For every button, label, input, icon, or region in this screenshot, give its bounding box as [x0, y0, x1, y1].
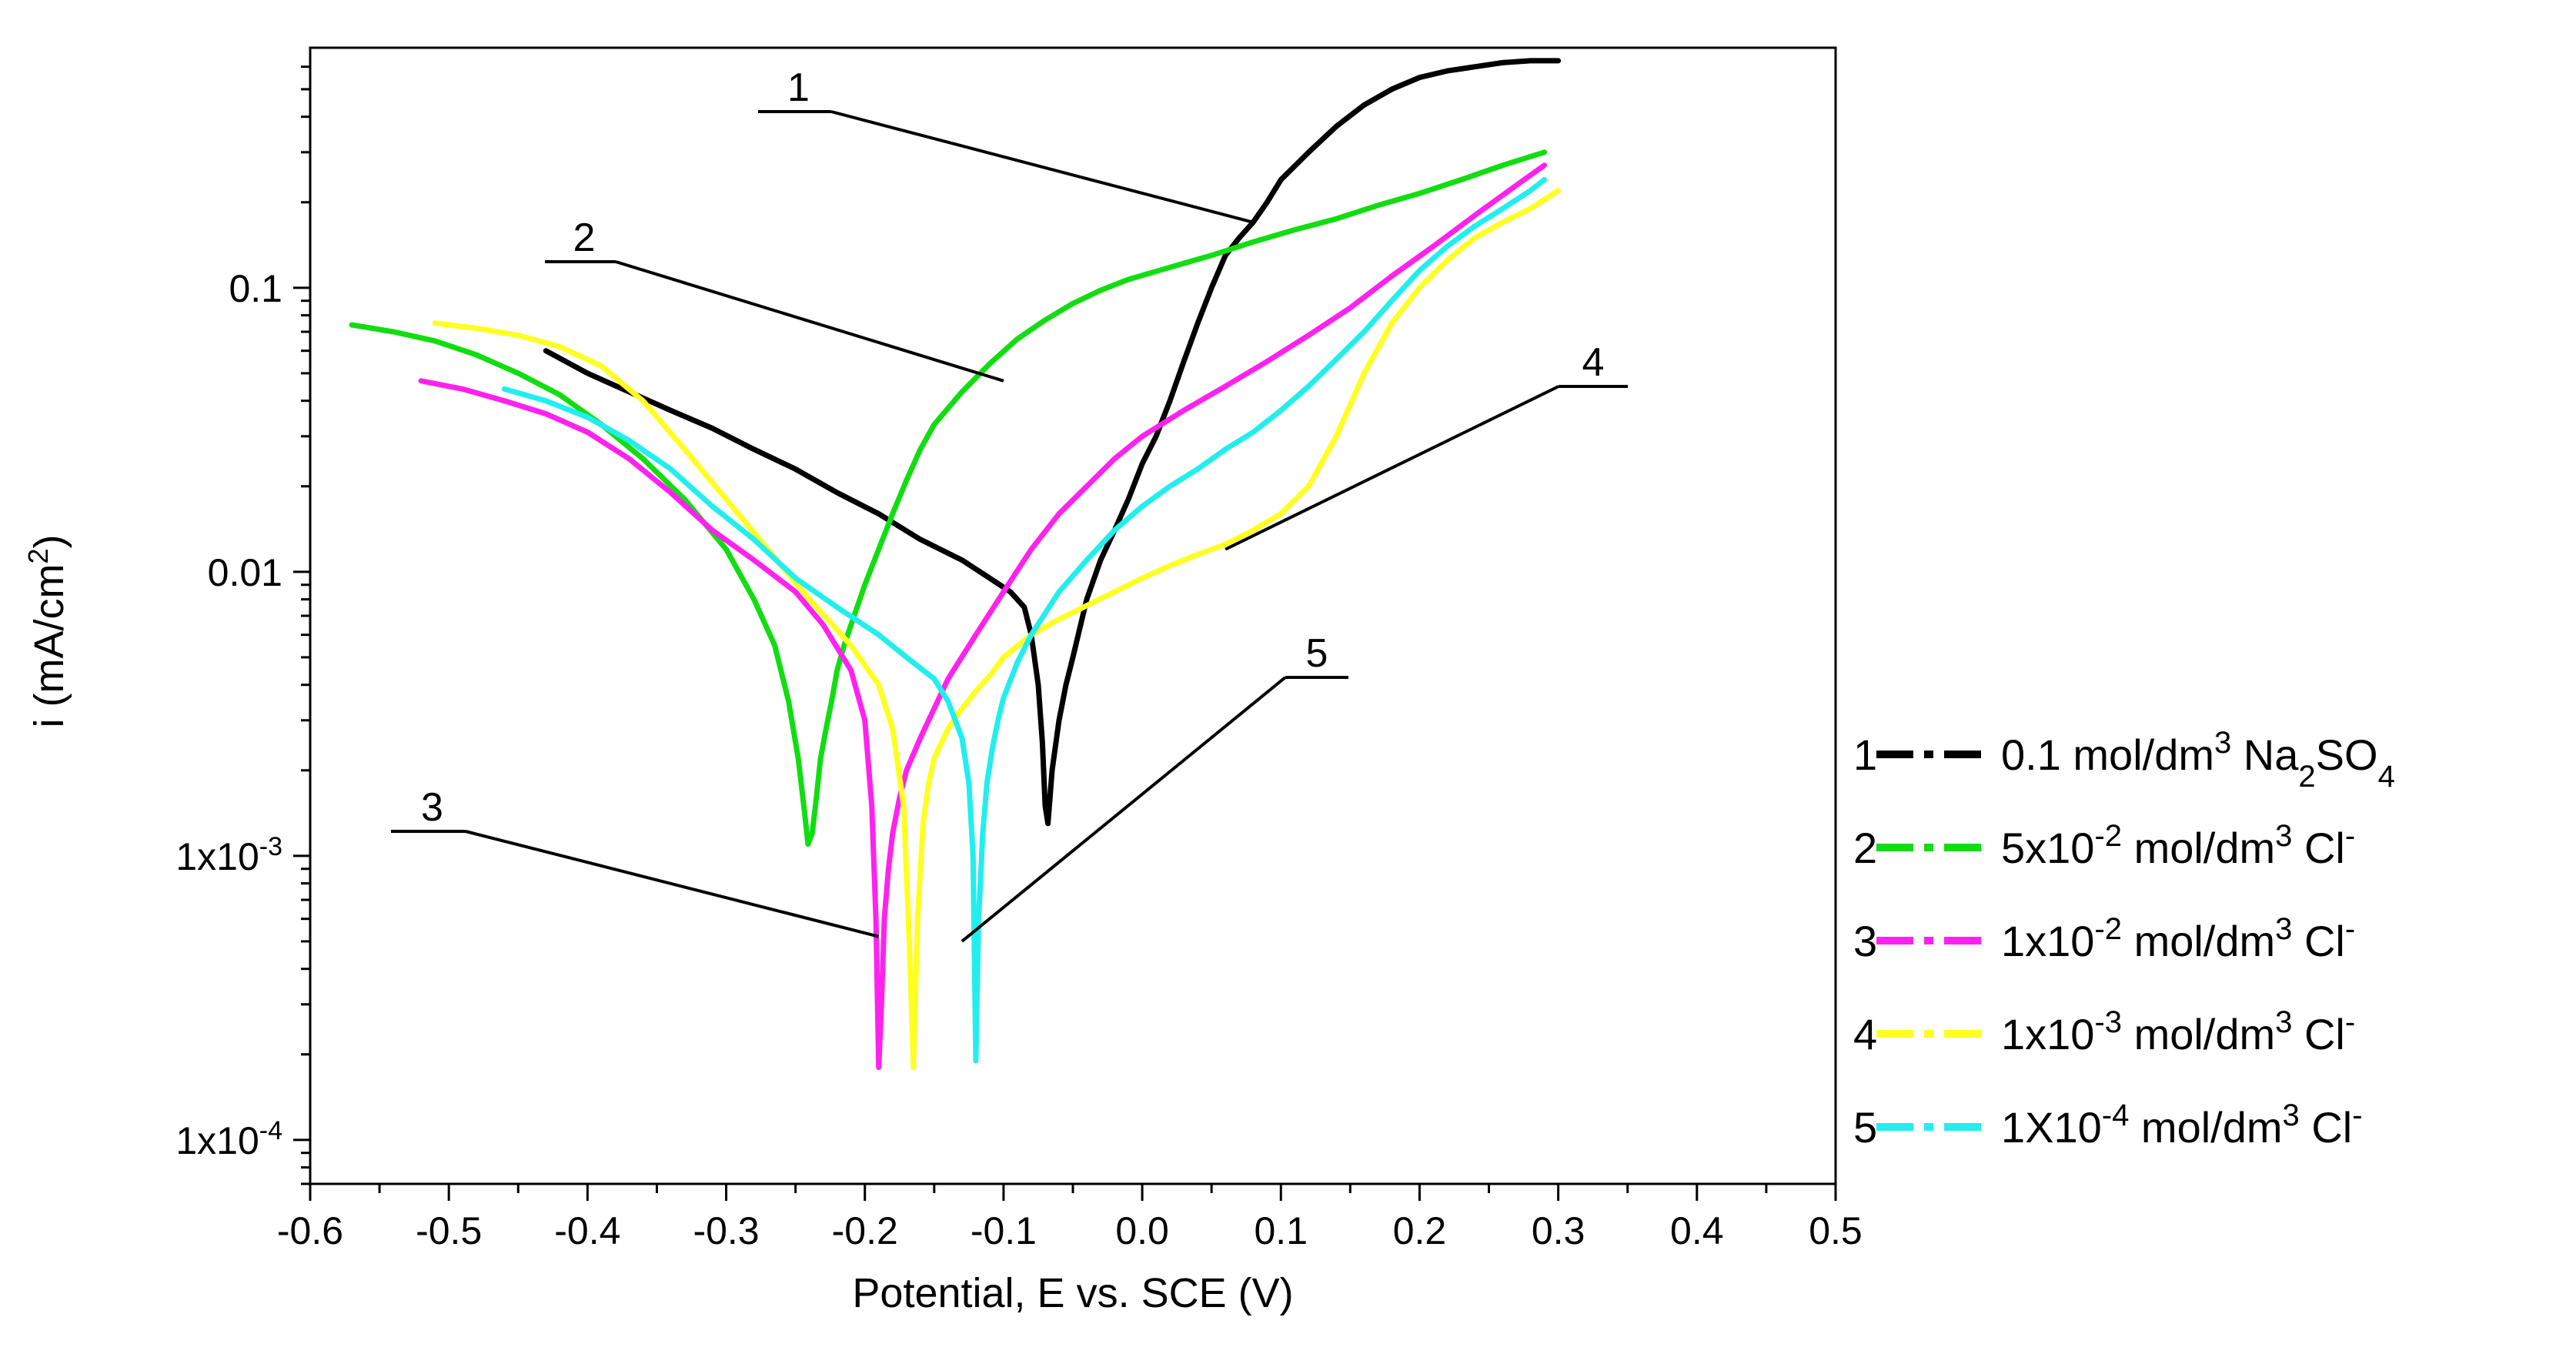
legend-label: 1X10-4 mol/dm3 Cl-: [2001, 1098, 2363, 1152]
x-tick-label: -0.2: [832, 1209, 898, 1252]
legend-number: 5: [1853, 1103, 1877, 1152]
legend-label: 1x10-2 mol/dm3 Cl-: [2001, 912, 2355, 965]
legend-number: 3: [1853, 917, 1877, 965]
legend-label: 0.1 mol/dm3 Na2SO4: [2001, 726, 2395, 794]
legend-number: 1: [1853, 730, 1877, 779]
callout-label-4: 4: [1582, 340, 1605, 385]
y-tick-label: 0.01: [208, 551, 282, 594]
legend-item-1: 1 0.1 mol/dm3 Na2SO4: [1853, 726, 2395, 794]
series-5-line: [501, 177, 1548, 1064]
y-tick-label: 0.1: [229, 267, 282, 310]
legend-item-4: 4 1x10-3 mol/dm3 Cl-: [1853, 1005, 2355, 1058]
callouts: 1 2 3 4 5: [391, 65, 1628, 943]
plot-frame: [309, 46, 1837, 1185]
legend: 1 0.1 mol/dm3 Na2SO4 2 5x10-2 mol/dm3 Cl- 3 1…: [1853, 726, 2395, 1152]
series-1-line: [543, 58, 1562, 827]
y-axis-label-end: ): [26, 535, 72, 549]
legend-item-3: 3 1x10-2 mol/dm3 Cl-: [1853, 912, 2355, 965]
legend-number: 2: [1853, 824, 1877, 872]
y-axis-label-sup: 2: [22, 548, 54, 563]
callout-label-5: 5: [1306, 631, 1328, 676]
x-tick-label: 0.2: [1393, 1209, 1447, 1252]
legend-label: 5x10-2 mol/dm3 Cl-: [2001, 819, 2355, 872]
x-tick-label: -0.5: [416, 1209, 482, 1252]
legend-number: 4: [1853, 1010, 1877, 1058]
series-layer: [349, 58, 1562, 1071]
callout-label-2: 2: [573, 216, 596, 260]
x-tick-label: -0.6: [277, 1209, 343, 1252]
series-3-line: [418, 162, 1548, 1071]
x-tick-label: 0.5: [1809, 1209, 1863, 1252]
callout-label-1: 1: [787, 65, 810, 110]
callout-leader-5: [961, 676, 1287, 943]
legend-label: 1x10-3 mol/dm3 Cl-: [2001, 1005, 2355, 1058]
x-tick-label: 0.0: [1115, 1209, 1169, 1252]
callout-label-3: 3: [421, 785, 443, 830]
series-2-line: [349, 149, 1548, 848]
legend-item-2: 2 5x10-2 mol/dm3 Cl-: [1853, 819, 2355, 872]
x-tick-label: 0.1: [1255, 1209, 1308, 1252]
callout-leader-3: [465, 830, 880, 938]
y-axis-label-main: i (mA/cm: [26, 564, 72, 728]
x-tick-label: 0.4: [1670, 1209, 1724, 1252]
x-axis: -0.6 -0.5 -0.4 -0.3 -0.2 -0.1 0.0 0.1 0.2 0.3 0.4 0…: [277, 1184, 1863, 1252]
y-axis-label: i (mA/cm2): [22, 535, 73, 728]
callout-leader-1: [830, 110, 1254, 224]
x-tick-label: -0.4: [554, 1209, 620, 1252]
x-tick-label: 0.3: [1532, 1209, 1585, 1252]
x-axis-label: Potential, E vs. SCE (V): [852, 1270, 1293, 1316]
legend-item-5: 5 1X10-4 mol/dm3 Cl-: [1853, 1098, 2363, 1152]
callout-leader-2: [615, 260, 1004, 383]
x-tick-label: -0.3: [693, 1209, 759, 1252]
y-tick-label: 1x10-4: [175, 1116, 282, 1162]
x-tick-label: -0.1: [971, 1209, 1037, 1252]
callout-leader-4: [1225, 385, 1559, 551]
series-4-line: [432, 188, 1562, 1071]
y-axis: 0.1 0.01 1x10-3 1x10-4: [175, 65, 310, 1185]
y-tick-label: 1x10-3: [175, 832, 282, 878]
